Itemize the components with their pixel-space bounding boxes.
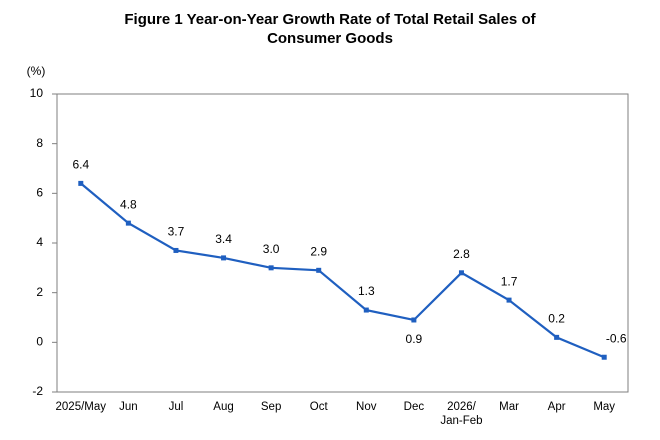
x-tick-label: Mar (499, 401, 519, 413)
marker (316, 267, 322, 273)
data-label: 3.0 (263, 242, 280, 256)
data-label: 0.2 (548, 312, 565, 326)
y-tick-label: 8 (36, 136, 43, 150)
y-tick-label: 4 (36, 235, 43, 249)
x-tick-label: 2025/May (55, 401, 107, 413)
data-label: 3.4 (215, 232, 232, 246)
data-label: 4.8 (120, 197, 137, 211)
marker (78, 180, 84, 186)
data-label: -0.6 (606, 331, 627, 345)
marker (554, 334, 560, 340)
data-label: 1.7 (501, 274, 518, 288)
x-tick-label: Sep (260, 401, 282, 413)
marker (506, 297, 512, 303)
x-tick-label: Jun (119, 401, 138, 413)
x-tick-label: Dec (403, 401, 425, 413)
marker (363, 307, 369, 313)
marker (268, 265, 274, 271)
x-tick-label: Oct (309, 401, 328, 413)
y-tick-label: 2 (36, 285, 43, 299)
plot-border (56, 93, 629, 393)
x-tick-label: Aug (213, 401, 234, 413)
data-label: 3.7 (168, 225, 185, 239)
data-label: 6.4 (72, 158, 89, 172)
y-tick-label: 6 (36, 186, 43, 200)
x-tick-label: Nov (356, 401, 377, 413)
y-axis-label: (%) (27, 64, 46, 78)
data-label: 0.9 (406, 332, 423, 346)
chart-title: Figure 1 Year-on-Year Growth Rate of Tot… (124, 11, 536, 47)
data-label: 2.8 (453, 247, 470, 261)
x-tick-label: Jul (168, 401, 184, 413)
marker (173, 247, 179, 253)
marker (411, 317, 417, 323)
data-label: 1.3 (358, 284, 375, 298)
line (80, 182, 605, 359)
marker (125, 220, 131, 226)
y-tick-label: 0 (36, 335, 43, 349)
y-tick-label: -2 (32, 384, 43, 398)
y-tick-label: 10 (30, 86, 44, 100)
x-tick-label: Apr (547, 401, 566, 413)
x-tick-label: 2026/ Jan-Feb (440, 401, 483, 427)
x-tick-label: May (593, 401, 616, 413)
marker (601, 354, 607, 360)
marker (221, 255, 227, 261)
marker (458, 270, 464, 276)
data-label: 2.9 (310, 244, 327, 258)
